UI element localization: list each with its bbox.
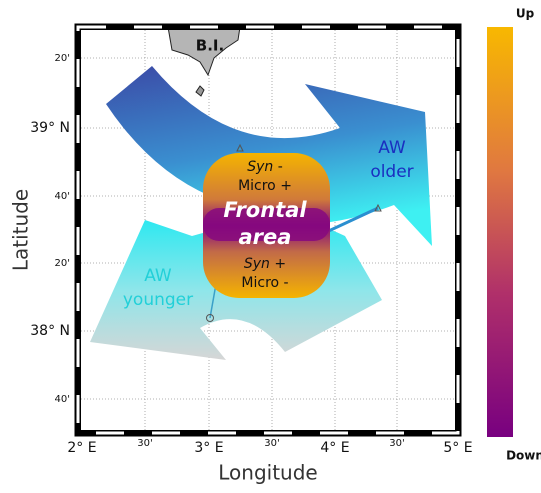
water-label: older	[370, 162, 413, 182]
ticks: 2° E 30' 3° E 30' 4° E 30' 5° E 20' 39° N 40' 20' 3…	[30, 53, 472, 456]
colorbar-bottom: Down	[506, 449, 541, 463]
island	[167, 26, 241, 77]
x-axis-title: Longitude	[218, 461, 317, 485]
species: Syn	[247, 159, 273, 175]
station	[236, 143, 244, 152]
island-label: B.I.	[196, 37, 224, 55]
water-label: AW	[144, 266, 172, 286]
frontal-label: area	[239, 225, 292, 249]
sign: +	[274, 256, 286, 272]
y-tick-label: 40'	[55, 191, 70, 202]
upper-zone-line2: Micro +	[238, 178, 292, 194]
x-tick-label: 3° E	[194, 440, 223, 456]
station	[374, 203, 382, 212]
colorbar-top: Up	[516, 7, 535, 21]
y-tick-label: 39° N	[30, 120, 70, 136]
sign: -	[278, 159, 283, 175]
y-tick-label: 20'	[55, 258, 70, 269]
upper-zone-label: Syn -	[247, 159, 283, 175]
x-tick-label: 4° E	[320, 440, 349, 456]
y-tick-label: 40'	[55, 394, 70, 405]
lower-zone-label: Syn +	[244, 256, 286, 272]
lower-zone-line2: Micro -	[241, 275, 288, 291]
y-tick-label: 38° N	[30, 323, 70, 339]
x-tick-label: 30'	[389, 438, 404, 449]
species: Syn	[244, 256, 270, 272]
station	[206, 314, 214, 322]
x-tick-label: 5° E	[443, 440, 472, 456]
frontal-label: Frontal	[223, 198, 307, 222]
y-tick-label: 20'	[55, 53, 70, 64]
x-tick-label: 30'	[137, 438, 152, 449]
x-tick-label: 2° E	[67, 440, 96, 456]
frontal-core	[203, 208, 330, 241]
frame-pattern	[76, 25, 460, 435]
water-label: AW	[378, 138, 406, 158]
water-label: younger	[123, 290, 193, 310]
x-tick-label: 30'	[264, 438, 279, 449]
islet	[195, 85, 205, 97]
frame-outline	[74, 23, 462, 437]
y-axis-title: Latitude	[9, 189, 33, 271]
colorbar	[487, 27, 513, 437]
